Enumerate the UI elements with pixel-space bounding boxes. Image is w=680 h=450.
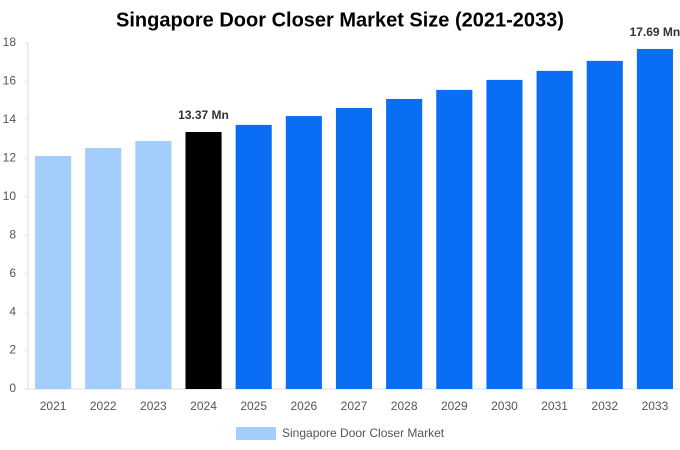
x-tick-label: 2026: [290, 399, 317, 413]
y-tick-label: 16: [3, 74, 17, 88]
bar: [235, 124, 272, 390]
x-tick-label: 2029: [441, 399, 468, 413]
x-tick-label: 2027: [341, 399, 368, 413]
x-tick-label: 2022: [90, 399, 117, 413]
bar: [436, 89, 473, 389]
x-tick-label: 2025: [240, 399, 267, 413]
x-tick-label: 2028: [391, 399, 418, 413]
value-label: 17.69 Mn: [630, 25, 680, 39]
bar: [335, 107, 373, 390]
y-tick-label: 8: [9, 227, 16, 241]
x-tick-label: 2024: [190, 399, 217, 413]
y-tick-label: 14: [3, 112, 17, 126]
bar: [185, 131, 222, 389]
bar: [486, 79, 523, 389]
bar: [586, 60, 623, 389]
y-tick-label: 2: [9, 343, 16, 357]
y-tick-label: 6: [9, 266, 16, 280]
y-tick-label: 10: [3, 189, 17, 203]
x-tick-label: 2023: [140, 399, 167, 413]
bar: [35, 156, 72, 389]
chart-title: Singapore Door Closer Market Size (2021-…: [116, 9, 564, 31]
x-tick-label: 2033: [642, 399, 669, 413]
legend-swatch: [236, 427, 276, 440]
y-tick-label: 4: [9, 304, 16, 318]
x-tick-label: 2031: [541, 399, 568, 413]
bar: [285, 116, 322, 390]
bar: [85, 147, 122, 389]
x-tick-label: 2021: [40, 399, 67, 413]
bar: [386, 98, 423, 389]
y-tick-label: 18: [3, 35, 17, 49]
bar: [536, 70, 573, 389]
bar: [135, 141, 172, 389]
y-tick-label: 0: [9, 381, 16, 395]
value-label: 13.37 Mn: [178, 108, 229, 122]
y-tick-label: 12: [3, 151, 17, 165]
legend-label: Singapore Door Closer Market: [282, 426, 445, 440]
x-tick-label: 2030: [491, 399, 518, 413]
bar: [636, 48, 673, 389]
x-tick-label: 2032: [591, 399, 618, 413]
